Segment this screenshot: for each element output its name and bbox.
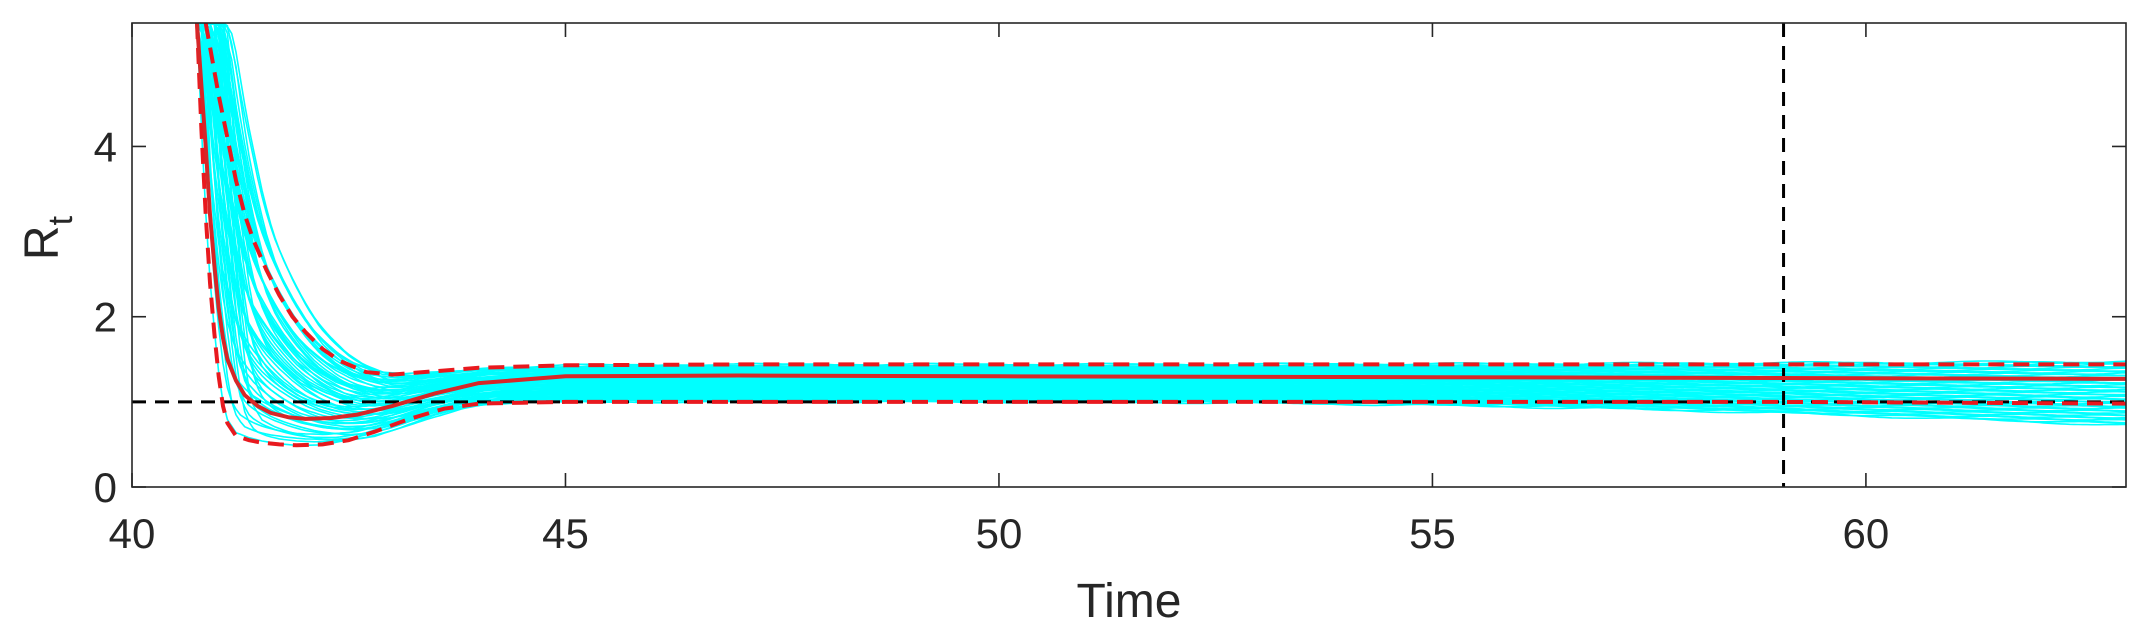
axis-ticks: 40 45 50 55 60 0 2 4 — [94, 23, 2126, 557]
y-tick-label: 4 — [94, 123, 117, 170]
y-tick-label: 2 — [94, 294, 117, 341]
y-axis-label: Rt — [16, 215, 80, 260]
ensemble-trajectory — [197, 23, 2126, 415]
median-line — [195, 23, 2126, 421]
plot-frame — [131, 22, 2127, 488]
x-axis-label: Time — [1077, 575, 1182, 625]
summary-series — [195, 23, 2126, 448]
y-axis-label-subscript: t — [42, 215, 80, 225]
y-tick-label: 0 — [94, 464, 117, 511]
ensemble-trajectory — [196, 23, 2126, 377]
x-tick-label: 50 — [976, 510, 1023, 557]
ensemble-trajectory — [196, 23, 2126, 387]
x-tick-label: 60 — [1843, 510, 1890, 557]
plot-area — [132, 23, 2126, 487]
x-tick-label: 45 — [542, 510, 589, 557]
x-tick-label: 55 — [1409, 510, 1456, 557]
y-axis-label-base: R — [16, 225, 69, 260]
upper-bound-line — [203, 23, 2126, 377]
x-tick-label: 40 — [109, 510, 156, 557]
